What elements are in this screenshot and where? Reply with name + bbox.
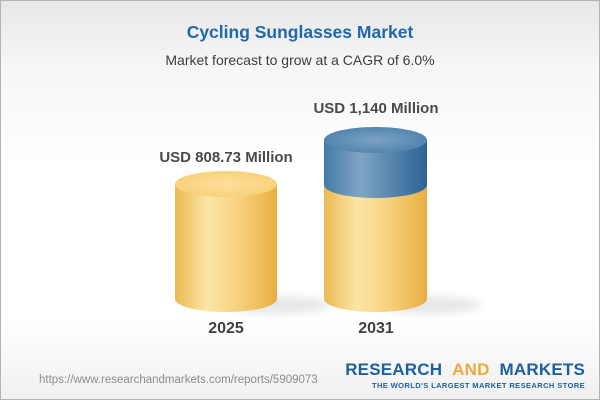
logo-wordmark: RESEARCH AND MARKETS xyxy=(345,361,585,378)
footer: https://www.researchandmarkets.com/repor… xyxy=(1,349,599,399)
bar-2031 xyxy=(324,127,427,313)
logo-tagline: THE WORLD'S LARGEST MARKET RESEARCH STOR… xyxy=(371,381,585,391)
subtitle: Market forecast to grow at a CAGR of 6.0… xyxy=(165,52,435,68)
page-title: Cycling Sunglasses Market xyxy=(186,22,414,42)
logo-word-and: AND xyxy=(452,360,490,380)
category-label-2031: 2031 xyxy=(358,320,394,337)
bar-2025 xyxy=(175,171,277,312)
category-label-2025: 2025 xyxy=(208,320,244,337)
logo-word-markets: MARKETS xyxy=(499,360,585,380)
bar-2031-growth-segment xyxy=(324,140,427,198)
value-label-2025: USD 808.73 Million xyxy=(159,149,292,166)
logo-word-research: RESEARCH xyxy=(345,360,443,380)
value-label-2031: USD 1,140 Million xyxy=(313,100,438,117)
header: Cycling Sunglasses Market Market forecas… xyxy=(1,1,599,68)
source-url: https://www.researchandmarkets.com/repor… xyxy=(39,374,318,386)
research-and-markets-logo: RESEARCH AND MARKETS THE WORLD'S LARGEST… xyxy=(345,361,585,390)
